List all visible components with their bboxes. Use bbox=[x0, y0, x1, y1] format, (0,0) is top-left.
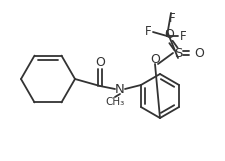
Text: O: O bbox=[95, 56, 105, 68]
Text: N: N bbox=[115, 82, 125, 95]
Text: O: O bbox=[194, 47, 204, 60]
Text: O: O bbox=[164, 28, 174, 41]
Text: CH₃: CH₃ bbox=[105, 97, 125, 107]
Text: S: S bbox=[174, 47, 182, 60]
Text: F: F bbox=[180, 29, 186, 43]
Text: F: F bbox=[169, 11, 175, 24]
Text: O: O bbox=[150, 52, 160, 66]
Text: F: F bbox=[145, 24, 151, 38]
